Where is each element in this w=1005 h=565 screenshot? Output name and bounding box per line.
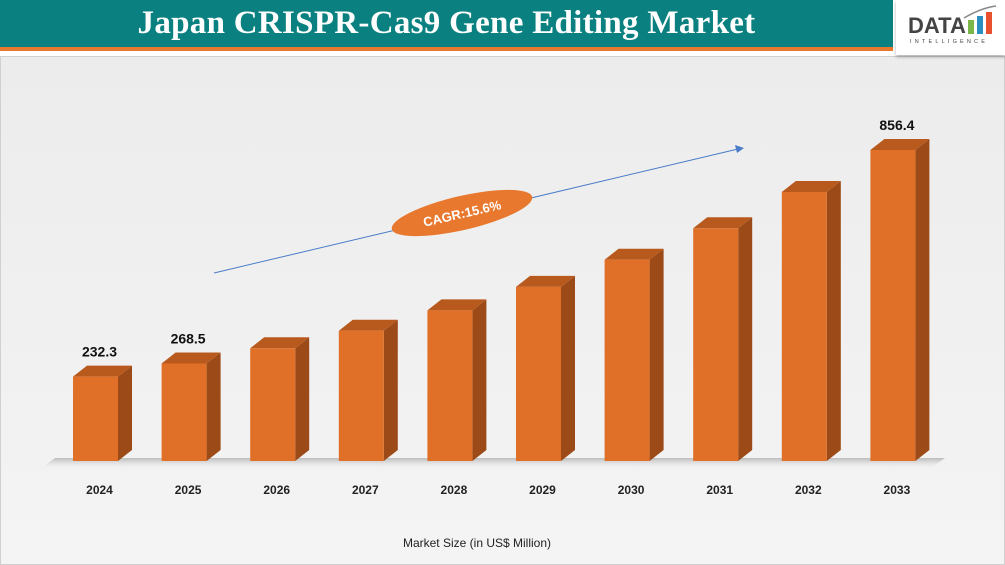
datam-intelligence-logo: DATA INTELLIGENCE [896,0,1005,55]
bar-2025 [161,363,207,461]
bar-side-2026 [295,337,310,461]
bar-2029 [516,286,561,461]
svg-text:INTELLIGENCE: INTELLIGENCE [910,39,988,45]
x-tick-label: 2033 [884,483,911,497]
title-bar: Japan CRISPR-Cas9 Gene Editing Market [0,0,893,51]
bar-top-2026 [250,337,310,349]
bar-top-2028 [427,299,487,311]
bar-side-2032 [826,180,841,461]
bar-top-2024 [73,365,132,377]
bar-2031 [693,228,739,461]
bar-side-2030 [649,248,664,461]
page-title: Japan CRISPR-Cas9 Gene Editing Market [137,5,756,41]
bar-2028 [427,310,473,461]
bar-top-2025 [161,352,221,364]
bar-side-2033 [915,139,930,461]
bar-side-2029 [561,275,575,461]
svg-text:DATA: DATA [908,13,966,38]
bar-2030 [604,259,650,461]
x-tick-label: 2031 [706,483,733,497]
bar-side-2027 [383,319,398,461]
bar-side-2031 [738,217,753,461]
cagr-ellipse [391,189,533,237]
bar-top-2033 [870,139,930,150]
data-label: 856.4 [879,117,914,133]
bar-top-2030 [604,248,664,260]
data-label: 232.3 [82,344,117,360]
bar-top-2031 [693,217,753,229]
logo-graphic: DATA INTELLIGENCE [908,5,997,45]
bar-top-2032 [781,180,841,192]
bar-side-2028 [472,299,487,461]
bar-top-2029 [516,275,575,287]
bar-side-2024 [118,365,132,461]
bar-2024 [73,376,118,461]
cagr-arrowhead-icon [735,145,744,153]
bar-top-2027 [338,319,398,331]
bar-2033 [870,150,916,461]
bar-2032 [781,191,827,461]
x-tick-label: 2029 [529,483,556,497]
x-tick-label: 2030 [618,483,645,497]
x-tick-label: 2024 [86,483,113,497]
bar-2027 [338,330,384,461]
x-tick-label: 2026 [263,483,290,497]
x-axis-label: Market Size (in US$ Million) [403,536,551,550]
bar-side-2025 [206,352,221,461]
x-tick-label: 2025 [175,483,202,497]
cagr-badge: CAGR:15.6% [391,189,533,237]
x-tick-label: 2028 [441,483,468,497]
x-tick-label: 2027 [352,483,379,497]
data-label: 268.5 [171,330,206,346]
bar-2026 [250,348,296,461]
x-tick-label: 2032 [795,483,822,497]
